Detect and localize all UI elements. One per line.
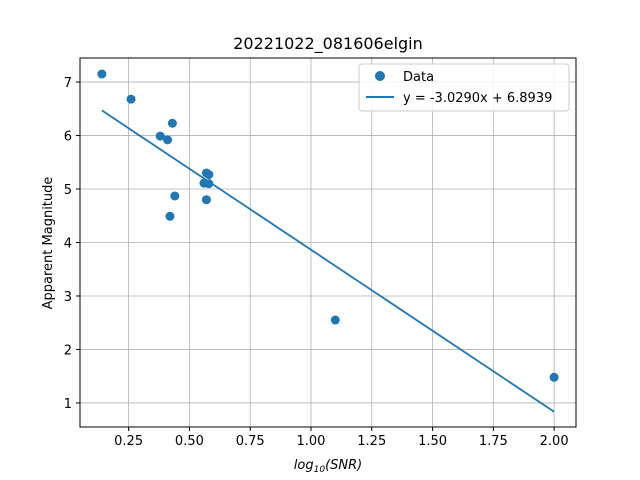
data-point-12 [330,315,340,325]
legend-marker-data [375,71,385,81]
data-point-6 [170,191,180,201]
y-tick-label: 4 [64,237,72,252]
y-tick-label: 6 [64,130,72,145]
data-point-2 [155,131,165,141]
data-point-11 [201,195,211,205]
legend: Data y = -3.0290x + 6.8939 [358,63,570,112]
x-axis-label: log10(SNR) [294,458,362,475]
data-point-1 [126,94,136,104]
legend-label-fit: y = -3.0290x + 6.8939 [403,91,552,106]
y-tick-label: 1 [64,397,72,412]
grid [80,58,576,427]
y-tick-label: 2 [64,343,72,358]
data-point-5 [165,211,175,221]
data-point-13 [549,372,559,382]
x-tick-label: 2.00 [540,434,569,449]
x-tick-label: 1.50 [418,434,447,449]
data-point-4 [167,118,177,128]
plot-area [97,69,559,413]
y-axis-label: Apparent Magnitude [41,177,56,310]
x-tick-label: 1.00 [297,434,326,449]
fit-line [101,109,555,413]
data-point-3 [163,135,173,145]
y-tick-label: 3 [64,290,72,305]
y-axis: 1 2 3 4 5 6 7 [64,76,80,412]
x-tick-label: 1.25 [357,434,386,449]
x-tick-label: 0.50 [175,434,204,449]
x-axis: 0.25 0.50 0.75 1.00 1.25 1.50 1.75 2.00 [114,427,569,449]
data-point-10 [204,179,214,189]
x-tick-label: 0.25 [114,434,143,449]
y-tick-label: 7 [64,76,72,91]
x-tick-label: 1.75 [479,434,508,449]
data-point-9 [204,170,214,180]
x-tick-label: 0.75 [236,434,265,449]
legend-box [358,63,570,112]
legend-label-data: Data [403,70,434,85]
chart-title: 20221022_081606elgin [233,34,423,54]
data-point-0 [97,69,107,79]
y-tick-label: 5 [64,183,72,198]
